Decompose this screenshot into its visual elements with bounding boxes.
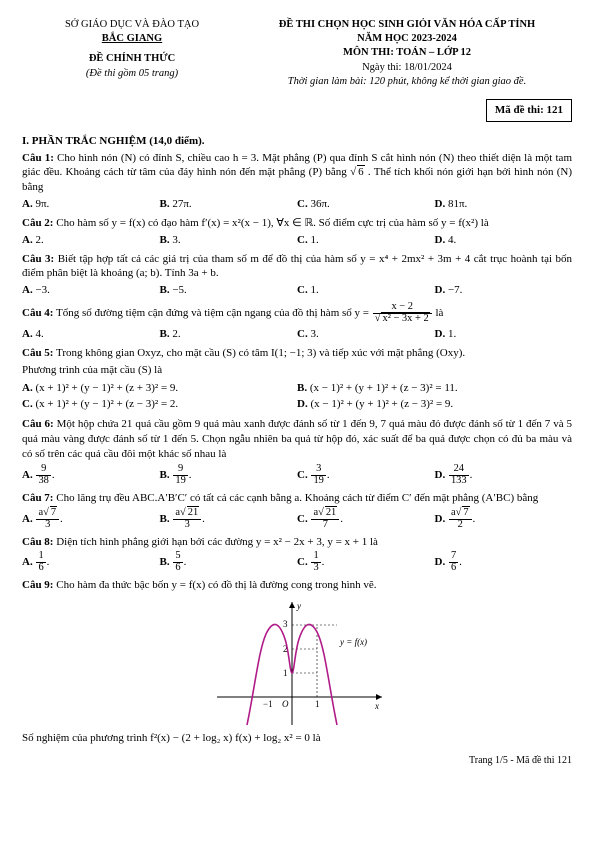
exam-code-box: Mã đề thi: 121 [486,99,572,122]
exam-title: ĐỀ THI CHỌN HỌC SINH GIỎI VĂN HÓA CẤP TỈ… [242,18,572,32]
q9-text-a: Cho hàm đa thức bậc bốn y = f(x) có đồ t… [56,579,376,591]
q6-text: Một hộp chứa 21 quả cầu gồm 9 quả màu xa… [22,418,572,460]
question-4: Câu 4: Tổng số đường tiệm cận đứng và ti… [22,302,572,325]
q6-options: A. 938. B. 919. C. 319. D. 24133. [22,464,572,487]
q4-frac: x − 2 x² − 3x + 2 [372,302,433,325]
q4-eq: y = [355,307,372,319]
xtick-1: 1 [315,699,320,709]
time-note: Thời gian làm bài: 120 phút, không kể th… [242,75,572,89]
ytick-1: 1 [283,668,288,678]
q7-label: Câu 7: [22,492,53,504]
question-5a: Câu 5: Trong không gian Oxyz, cho mặt cầ… [22,346,572,361]
question-6: Câu 6: Một hộp chứa 21 quả cầu gồm 9 quả… [22,417,572,462]
xtick-neg1: −1 [263,699,273,709]
question-9b: Số nghiệm của phương trình f²(x) − (2 + … [22,731,572,746]
question-2: Câu 2: Cho hàm số y = f(x) có đạo hàm f′… [22,216,572,231]
question-7: Câu 7: Cho lăng trụ đều ABC.A′B′C′ có tấ… [22,491,572,506]
q1-options: A. 9π. B. 27π. C. 36π. D. 81π. [22,197,572,212]
q8-text: Diện tích hình phẳng giới hạn bởi các đư… [56,536,378,548]
q9-label: Câu 9: [22,579,53,591]
x-label: x [374,701,379,711]
q2-label: Câu 2: [22,217,53,229]
official: ĐỀ CHÍNH THỨC [22,52,242,66]
q3-text: Biết tập hợp tất cả các giá trị của tham… [22,253,572,280]
q3-options: A. −3. B. −5. C. 1. D. −7. [22,283,572,298]
q5-label: Câu 5: [22,347,53,359]
q7-options: A. a73. B. a213. C. a217. D. a72. [22,508,572,531]
q8-options: A. 16. B. 56. C. 13. D. 76. [22,551,572,574]
y-arrow [289,602,295,608]
q7-text: Cho lăng trụ đều ABC.A′B′C′ có tất cả cá… [56,492,538,504]
question-5b: Phương trình của mặt cầu (S) là [22,363,572,378]
section-1-title: I. PHẦN TRẮC NGHIỆM (14,0 điểm). [22,134,572,149]
q9-graph: 3 2 1 1 O x y y = f(x) −1 [207,597,387,727]
q4-options: A. 4. B. 2. C. 3. D. 1. [22,327,572,342]
q4-text-a: Tổng số đường tiệm cận đứng và tiệm cận … [56,307,354,319]
header: SỞ GIÁO DỤC VÀ ĐÀO TẠO BẮC GIANG ĐỀ CHÍN… [22,18,572,89]
question-3: Câu 3: Biết tập hợp tất cả các giá trị c… [22,252,572,282]
dept: SỞ GIÁO DỤC VÀ ĐÀO TẠO [22,18,242,32]
q1-label: Câu 1: [22,152,54,164]
exam-subject: MÔN THI: TOÁN – LỚP 12 [242,46,572,60]
x-arrow [376,694,382,700]
q2-text: Cho hàm số y = f(x) có đạo hàm f′(x) = x… [56,217,488,229]
exam-date: Ngày thi: 18/01/2024 [242,61,572,75]
q2-options: A. 2. B. 3. C. 1. D. 4. [22,233,572,248]
pages-note: (Đề thi gồm 05 trang) [22,67,242,81]
header-right: ĐỀ THI CHỌN HỌC SINH GIỎI VĂN HÓA CẤP TỈ… [242,18,572,89]
q4-label: Câu 4: [22,307,53,319]
q3-label: Câu 3: [22,253,54,265]
q5-text-a: Trong không gian Oxyz, cho mặt cầu (S) c… [56,347,465,359]
q5-options: A. (x + 1)² + (y − 1)² + (z + 3)² = 9. B… [22,380,572,414]
q1-sqrt: 6 [350,166,365,178]
q8-label: Câu 8: [22,536,53,548]
exam-year: NĂM HỌC 2023-2024 [242,32,572,46]
question-9a: Câu 9: Cho hàm đa thức bậc bốn y = f(x) … [22,578,572,593]
origin-label: O [282,699,289,709]
y-label: y [296,601,301,611]
question-8: Câu 8: Diện tích hình phẳng giới hạn bởi… [22,535,572,550]
ytick-3: 3 [283,619,288,629]
page-footer: Trang 1/5 - Mã đề thi 121 [22,754,572,768]
question-1: Câu 1: Cho hình nón (N) có đỉnh S, chiều… [22,151,572,196]
province: BẮC GIANG [22,32,242,46]
header-left: SỞ GIÁO DỤC VÀ ĐÀO TẠO BẮC GIANG ĐỀ CHÍN… [22,18,242,89]
q4-text-b: là [435,307,443,319]
curve-label: y = f(x) [339,637,367,647]
q6-label: Câu 6: [22,418,54,430]
